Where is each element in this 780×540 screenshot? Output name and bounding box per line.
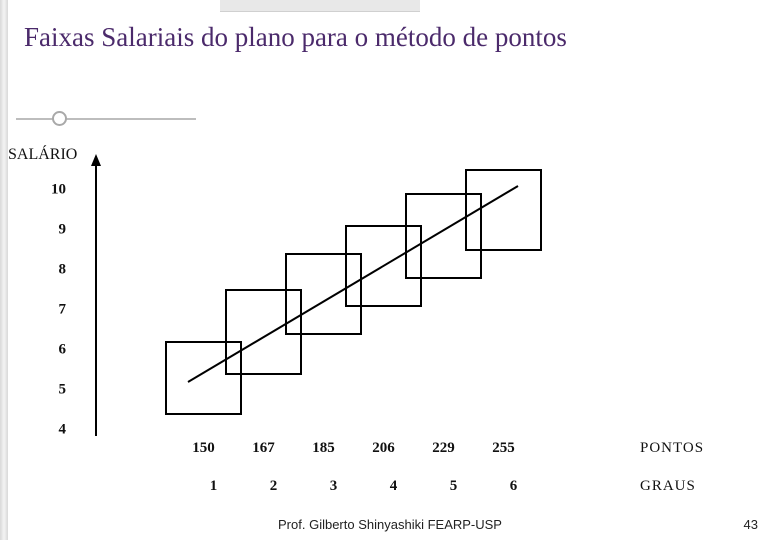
slide-left-groove (0, 0, 8, 540)
y-tick: 5 (59, 382, 67, 399)
x-cell: 150 (192, 440, 215, 457)
y-axis-label: SALÁRIO (8, 146, 77, 164)
y-tick: 6 (59, 342, 67, 359)
y-tick: 9 (59, 222, 67, 239)
x-cell: 255 (492, 440, 515, 457)
x-cell: 1 (210, 478, 218, 495)
x-cell: 6 (510, 478, 518, 495)
x-cell: 185 (312, 440, 335, 457)
x-cell: 2 (270, 478, 278, 495)
footer-credit: Prof. Gilberto Shinyashiki FEARP-USP (0, 517, 780, 532)
y-tick: 4 (59, 422, 67, 439)
x-row-pontos-label: PONTOS (640, 440, 704, 457)
y-tick: 7 (59, 302, 67, 319)
y-tick: 8 (59, 262, 67, 279)
x-cell: 5 (450, 478, 458, 495)
title-underline-dot (52, 111, 67, 126)
x-cell: 206 (372, 440, 395, 457)
salary-bands-chart: 45678910 (96, 170, 566, 430)
chart-svg (96, 170, 566, 450)
x-row-graus-label: GRAUS (640, 478, 696, 495)
x-cell: 167 (252, 440, 275, 457)
slide-top-tab (220, 0, 420, 12)
slide-title: Faixas Salariais do plano para o método … (24, 22, 760, 53)
x-cell: 3 (330, 478, 338, 495)
y-tick: 10 (51, 182, 66, 199)
title-underline (16, 118, 196, 120)
x-cell: 4 (390, 478, 398, 495)
x-cell: 229 (432, 440, 455, 457)
slide-number: 43 (744, 517, 758, 532)
